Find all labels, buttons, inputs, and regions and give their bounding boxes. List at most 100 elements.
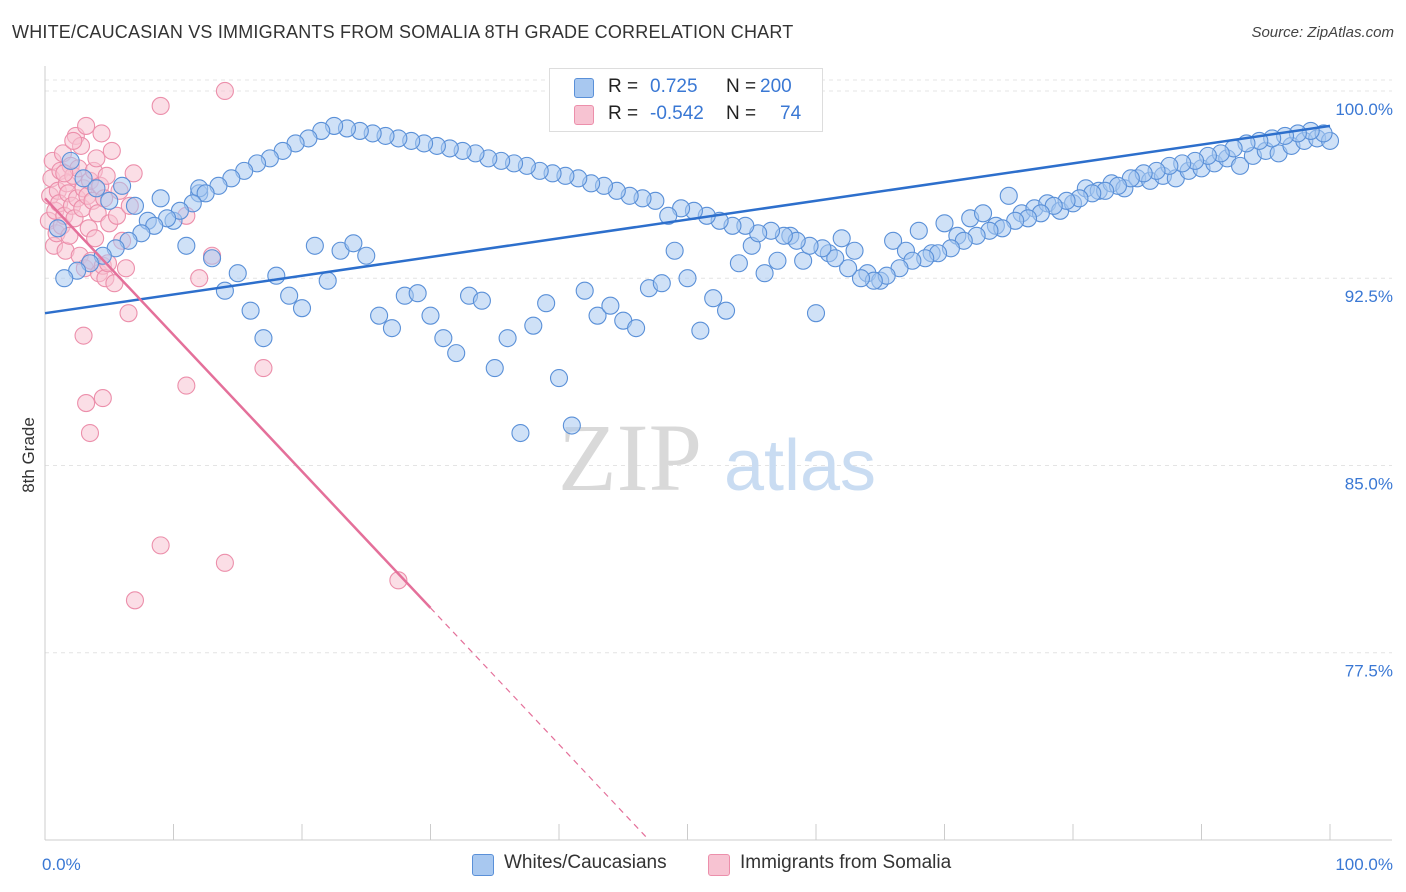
data-point bbox=[280, 286, 299, 305]
data-point bbox=[241, 301, 260, 320]
data-point bbox=[549, 369, 569, 388]
data-point bbox=[851, 269, 871, 288]
data-point bbox=[498, 329, 517, 348]
blue-points bbox=[48, 116, 1340, 443]
data-point bbox=[704, 289, 723, 308]
data-point bbox=[537, 294, 556, 313]
data-point bbox=[845, 241, 864, 260]
data-point bbox=[97, 166, 116, 185]
data-point bbox=[215, 553, 234, 572]
y-tick-label: 85.0% bbox=[1345, 474, 1393, 493]
data-point bbox=[434, 329, 453, 348]
data-point bbox=[86, 229, 105, 248]
trend-line-extension bbox=[430, 607, 650, 841]
data-point bbox=[151, 189, 170, 208]
data-point bbox=[659, 206, 678, 225]
data-point bbox=[755, 264, 774, 283]
data-point bbox=[177, 376, 196, 395]
data-point bbox=[292, 299, 312, 318]
data-point bbox=[601, 296, 620, 315]
trend-line bbox=[44, 197, 432, 609]
data-point bbox=[729, 254, 748, 273]
data-point bbox=[177, 236, 196, 255]
data-point bbox=[485, 359, 504, 378]
legend-row-blue: R = 0.725 N = 200 bbox=[550, 73, 822, 101]
data-point bbox=[472, 291, 491, 310]
data-point bbox=[64, 131, 83, 150]
data-point bbox=[124, 164, 143, 183]
data-point bbox=[61, 151, 80, 170]
data-point bbox=[370, 306, 389, 325]
data-point bbox=[524, 316, 543, 335]
data-point bbox=[215, 281, 234, 300]
legend-r-value: -0.542 bbox=[650, 103, 704, 124]
data-point bbox=[839, 259, 858, 278]
data-point bbox=[93, 389, 112, 408]
data-point bbox=[832, 229, 851, 248]
watermark-zip: ZIP bbox=[558, 404, 702, 511]
data-point bbox=[794, 251, 813, 270]
data-point bbox=[267, 266, 286, 285]
data-point bbox=[357, 246, 376, 265]
trend-line bbox=[44, 124, 1331, 315]
data-point bbox=[389, 571, 408, 590]
bottom-legend-label-blue: Whites/Caucasians bbox=[504, 852, 667, 873]
y-axis-label: 8th Grade bbox=[19, 417, 38, 493]
data-point bbox=[105, 274, 124, 293]
legend-r-label: R = bbox=[608, 76, 639, 97]
legend-n-value: 200 bbox=[760, 76, 792, 97]
data-point bbox=[999, 186, 1018, 205]
legend-r-label: R = bbox=[608, 103, 639, 124]
legend-n-label: N = bbox=[726, 103, 757, 124]
data-point bbox=[190, 269, 209, 288]
data-point bbox=[575, 281, 594, 300]
data-point bbox=[909, 221, 928, 240]
data-point bbox=[87, 149, 106, 168]
data-point bbox=[562, 416, 581, 435]
data-point bbox=[215, 81, 234, 101]
data-point bbox=[151, 96, 170, 115]
source-label: Source: ZipAtlas.com bbox=[1251, 24, 1394, 41]
watermark: ZIP atlas bbox=[558, 404, 876, 511]
data-point bbox=[973, 204, 993, 223]
legend-n-value: 74 bbox=[780, 103, 802, 124]
legend-n-label: N = bbox=[726, 76, 757, 97]
data-point bbox=[678, 269, 697, 288]
data-point bbox=[48, 219, 67, 238]
chart-title: WHITE/CAUCASIAN VS IMMIGRANTS FROM SOMAL… bbox=[12, 22, 794, 42]
legend-row-pink: R = -0.542 N = 74 bbox=[550, 100, 822, 128]
data-point bbox=[92, 124, 111, 143]
data-point bbox=[113, 176, 132, 195]
x-tick-label: 100.0% bbox=[1335, 855, 1393, 874]
data-point bbox=[421, 306, 440, 325]
data-point bbox=[305, 236, 324, 255]
data-point bbox=[77, 394, 96, 413]
legend-swatch-blue bbox=[574, 78, 594, 98]
data-point bbox=[935, 214, 954, 233]
legend-r-value: 0.725 bbox=[650, 76, 698, 97]
watermark-atlas: atlas bbox=[724, 426, 876, 506]
x-tick-label: 0.0% bbox=[42, 855, 81, 874]
y-tick-label: 100.0% bbox=[1335, 100, 1393, 119]
data-point bbox=[228, 264, 247, 283]
data-point bbox=[408, 284, 427, 303]
data-point bbox=[1231, 156, 1250, 175]
data-point bbox=[884, 231, 903, 250]
data-point bbox=[203, 249, 222, 268]
data-point bbox=[254, 329, 273, 348]
data-point bbox=[116, 259, 136, 278]
data-point bbox=[665, 241, 684, 260]
data-point bbox=[74, 326, 93, 345]
data-point bbox=[125, 196, 144, 215]
data-point bbox=[691, 321, 710, 340]
data-point bbox=[102, 141, 121, 160]
data-point bbox=[74, 169, 93, 188]
data-point bbox=[87, 179, 106, 198]
data-point bbox=[107, 206, 127, 225]
data-point bbox=[826, 249, 845, 268]
data-point bbox=[151, 536, 170, 555]
bottom-legend-label-pink: Immigrants from Somalia bbox=[740, 852, 952, 873]
legend-swatch-pink bbox=[574, 105, 594, 125]
bottom-legend-swatch-blue bbox=[472, 854, 494, 876]
data-point bbox=[806, 304, 826, 323]
